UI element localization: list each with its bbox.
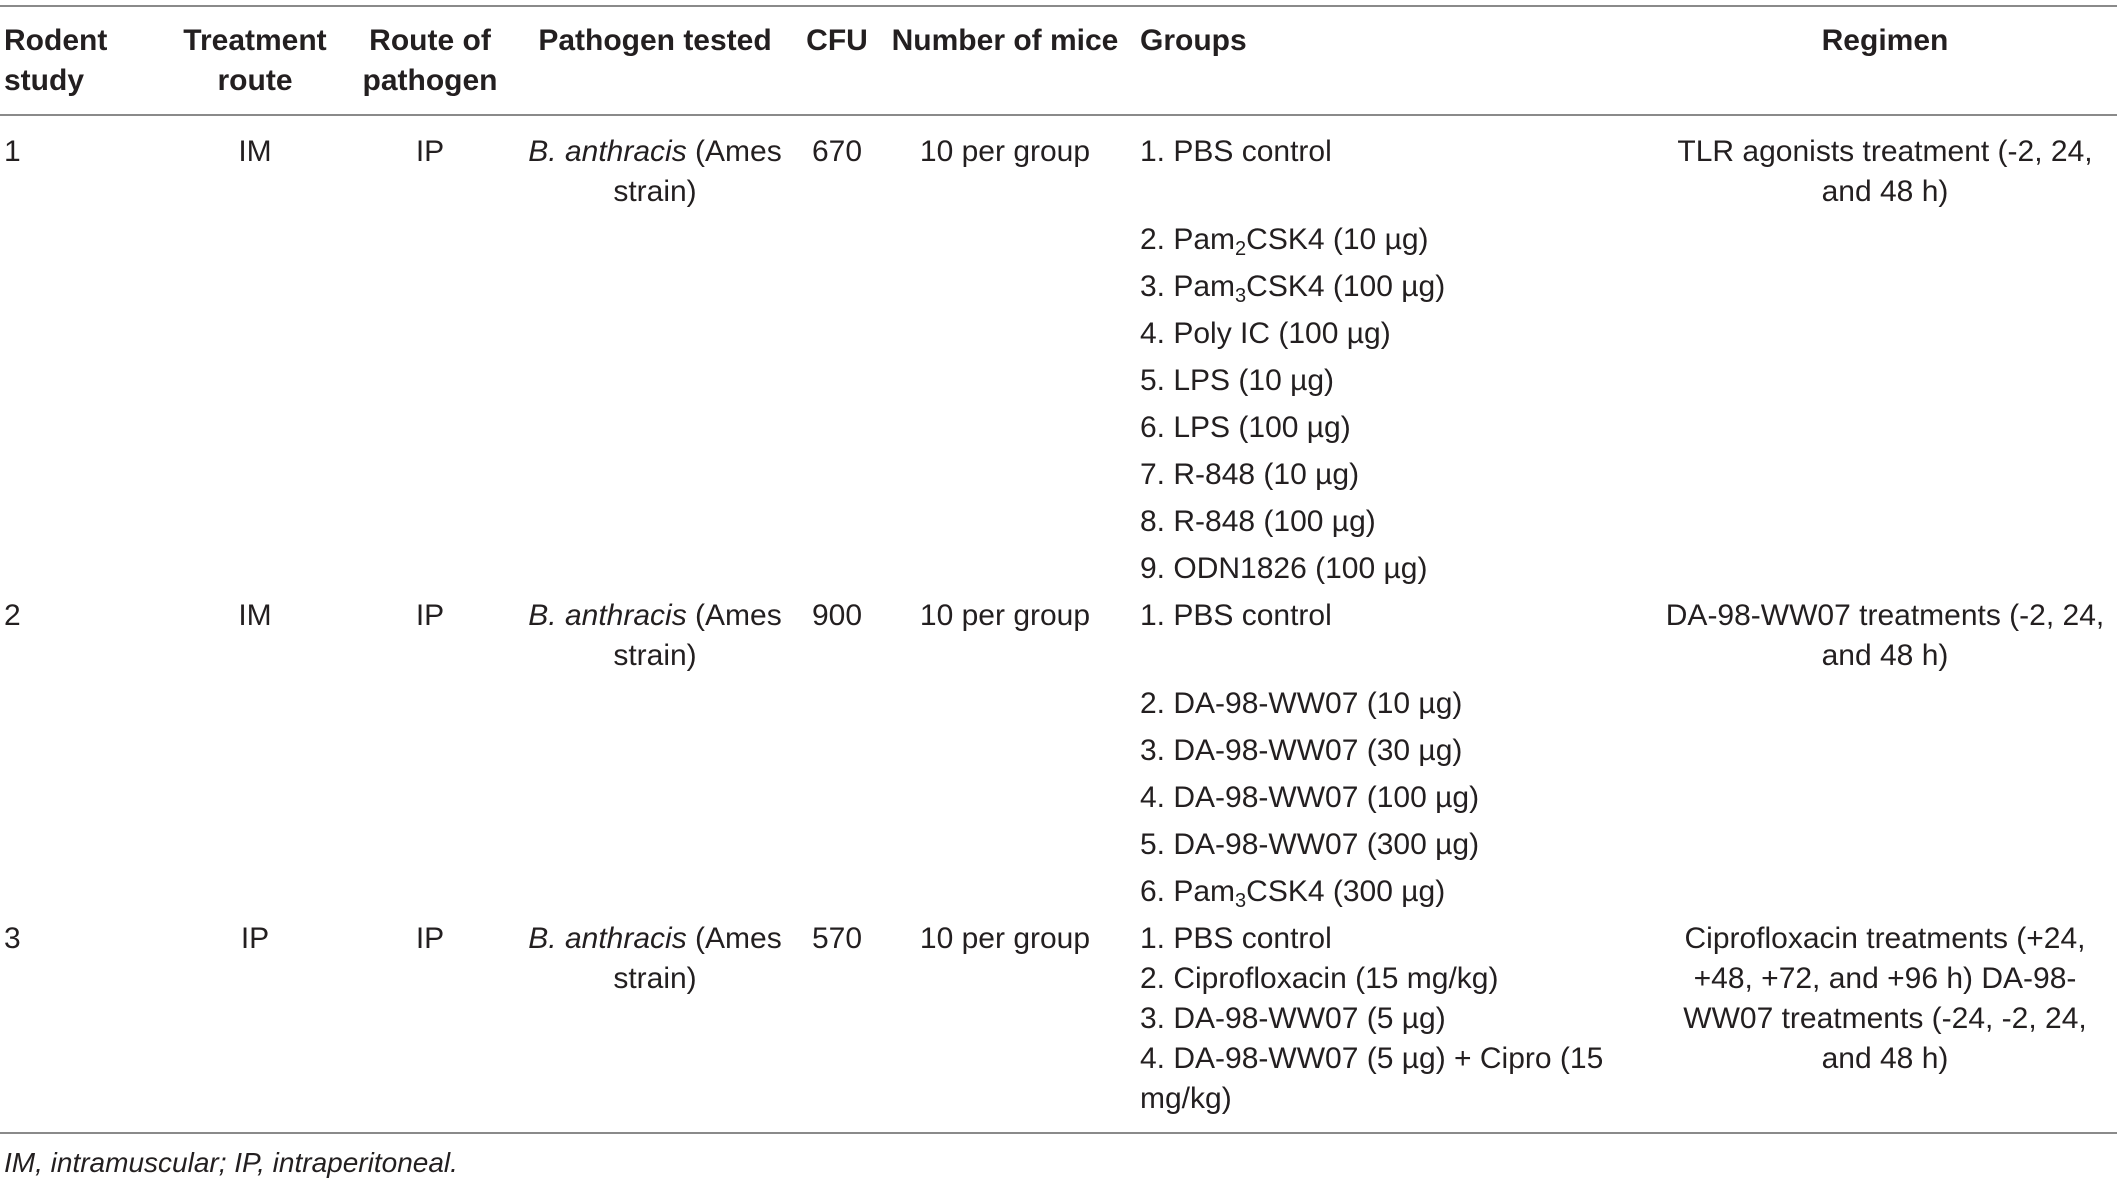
cell-pathogen: B. anthracis (Ames strain)	[520, 132, 790, 212]
cell-treatment-route: IM	[238, 135, 272, 168]
group-item: 3. DA-98-WW07 (30 µg)	[1140, 734, 1463, 767]
cell-study: 2	[4, 599, 21, 632]
header-cfu: CFU	[806, 24, 868, 57]
header-regimen: Regimen	[1821, 24, 1949, 57]
group-item: 4. Poly IC (100 µg)	[1140, 317, 1391, 350]
pathogen-species: B. anthracis	[528, 922, 687, 955]
cell-mice: 10 per group	[919, 599, 1091, 632]
pathogen-strain: (Ames strain)	[613, 135, 782, 208]
header-groups: Groups	[1140, 24, 1247, 57]
table-top-rule	[0, 5, 2117, 7]
cell-regimen: TLR agonists treatment (-2, 24, and 48 h…	[1677, 135, 2093, 208]
pathogen-strain: (Ames strain)	[613, 922, 782, 995]
cell-route-of-pathogen: IP	[415, 922, 445, 955]
header-number-of-mice: Number of mice	[891, 24, 1119, 57]
cell-mice: 10 per group	[919, 922, 1091, 955]
cell-cfu: 570	[811, 922, 863, 955]
header-rodent-study: Rodent study	[4, 24, 108, 97]
cell-regimen: Ciprofloxacin treatments (+24, +48, +72,…	[1683, 922, 2087, 1075]
header-route-of-pathogen: Route of pathogen	[362, 24, 498, 97]
cell-treatment-route: IM	[238, 599, 272, 632]
group-item: 7. R-848 (10 µg)	[1140, 458, 1360, 491]
cell-cfu: 670	[811, 135, 863, 168]
group-item: 6. Pam3CSK4 (300 µg)	[1140, 875, 1446, 912]
group-item: 5. DA-98-WW07 (300 µg)	[1140, 828, 1480, 861]
group-item: 1. PBS control	[1140, 135, 1332, 168]
pathogen-species: B. anthracis	[528, 135, 687, 168]
group-item: 8. R-848 (100 µg)	[1140, 505, 1376, 538]
table-footnote: IM, intramuscular; IP, intraperitoneal.	[4, 1147, 458, 1178]
cell-route-of-pathogen: IP	[415, 599, 445, 632]
table-header-rule	[0, 114, 2117, 116]
group-item: 4. DA-98-WW07 (5 µg) + Cipro (15 mg/kg)	[1140, 1042, 1604, 1115]
header-pathogen-tested: Pathogen tested	[538, 24, 772, 57]
table-bottom-rule	[0, 1132, 2117, 1134]
cell-cfu: 900	[811, 599, 863, 632]
pathogen-species: B. anthracis	[528, 599, 687, 632]
group-item: 2. DA-98-WW07 (10 µg)	[1140, 687, 1463, 720]
cell-mice: 10 per group	[919, 135, 1091, 168]
group-item: 3. Pam3CSK4 (100 µg)	[1140, 270, 1446, 307]
group-item: 1. PBS control	[1140, 922, 1332, 955]
pathogen-strain: (Ames strain)	[613, 599, 782, 672]
group-item: 6. LPS (100 µg)	[1140, 411, 1351, 444]
cell-pathogen: B. anthracis (Ames strain)	[520, 919, 790, 999]
group-item: 2. Ciprofloxacin (15 mg/kg)	[1140, 962, 1499, 995]
cell-study: 3	[4, 922, 21, 955]
cell-pathogen: B. anthracis (Ames strain)	[520, 596, 790, 676]
cell-treatment-route: IP	[240, 922, 270, 955]
group-item: 3. DA-98-WW07 (5 µg)	[1140, 1002, 1446, 1035]
group-item: 5. LPS (10 µg)	[1140, 364, 1335, 397]
cell-route-of-pathogen: IP	[415, 135, 445, 168]
group-item: 9. ODN1826 (100 µg)	[1140, 552, 1428, 585]
header-treatment-route: Treatment route	[183, 24, 327, 97]
group-item: 4. DA-98-WW07 (100 µg)	[1140, 781, 1480, 814]
group-item: 1. PBS control	[1140, 599, 1332, 632]
cell-study: 1	[4, 135, 21, 168]
cell-regimen: DA-98-WW07 treatments (-2, 24, and 48 h)	[1665, 599, 2105, 672]
group-item: 2. Pam2CSK4 (10 µg)	[1140, 223, 1429, 260]
